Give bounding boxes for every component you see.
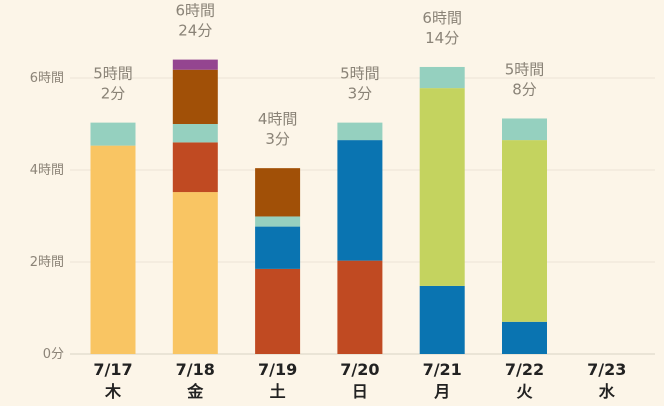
bar-total-minutes-label: 24分 [178, 22, 212, 40]
x-weekday-label: 月 [433, 382, 450, 401]
bar-total-minutes-label: 3分 [265, 130, 290, 148]
bar-total-hours-label: 6時間 [176, 2, 216, 20]
bar-segment [255, 268, 301, 354]
bar-segment [255, 216, 301, 227]
bar-segment [337, 122, 383, 141]
bar-segment [172, 59, 218, 70]
bar-segment [90, 145, 136, 354]
bar-total-minutes-label: 2分 [101, 85, 126, 103]
bar-segment [502, 118, 547, 141]
x-date-label: 7/23 [587, 360, 626, 379]
bar-total-minutes-label: 3分 [348, 85, 373, 103]
bar-total-hours-label: 6時間 [422, 9, 462, 27]
bar-segment [172, 142, 218, 193]
bar-total-hours-label: 5時間 [340, 65, 380, 83]
x-date-label: 7/21 [423, 360, 462, 379]
bar-total-hours-label: 4時間 [258, 110, 298, 128]
bar-segment [337, 140, 383, 261]
bar-segment [502, 140, 547, 322]
x-date-label: 7/18 [176, 360, 215, 379]
x-date-label: 7/17 [93, 360, 132, 379]
bar-segment [419, 88, 465, 286]
bar-segment [172, 124, 218, 143]
x-weekday-label: 木 [104, 382, 122, 401]
bar-segment [90, 122, 136, 146]
x-weekday-label: 火 [516, 382, 533, 401]
bar-segment [419, 66, 465, 89]
x-weekday-label: 水 [599, 382, 616, 401]
x-weekday-label: 土 [270, 382, 286, 401]
bar-segment [337, 260, 383, 354]
x-weekday-label: 金 [186, 382, 204, 401]
bar-total-minutes-label: 14分 [425, 29, 459, 47]
x-weekday-label: 日 [352, 382, 368, 401]
bar-total-minutes-label: 8分 [512, 80, 537, 98]
bar-segment [172, 192, 218, 354]
bar-segment [502, 321, 547, 354]
x-date-label: 7/22 [505, 360, 544, 379]
x-date-label: 7/20 [340, 360, 379, 379]
bar-segment [255, 168, 301, 217]
x-date-label: 7/19 [258, 360, 297, 379]
bar-segment [172, 69, 218, 124]
y-tick-label: 2時間 [30, 255, 64, 270]
y-tick-label: 6時間 [30, 71, 64, 86]
y-tick-label: 0分 [43, 347, 64, 362]
bar-segment [255, 226, 301, 269]
bar-segment [419, 285, 465, 354]
y-tick-label: 4時間 [30, 163, 64, 178]
bar-total-hours-label: 5時間 [93, 65, 133, 83]
bar-total-hours-label: 5時間 [505, 60, 545, 78]
